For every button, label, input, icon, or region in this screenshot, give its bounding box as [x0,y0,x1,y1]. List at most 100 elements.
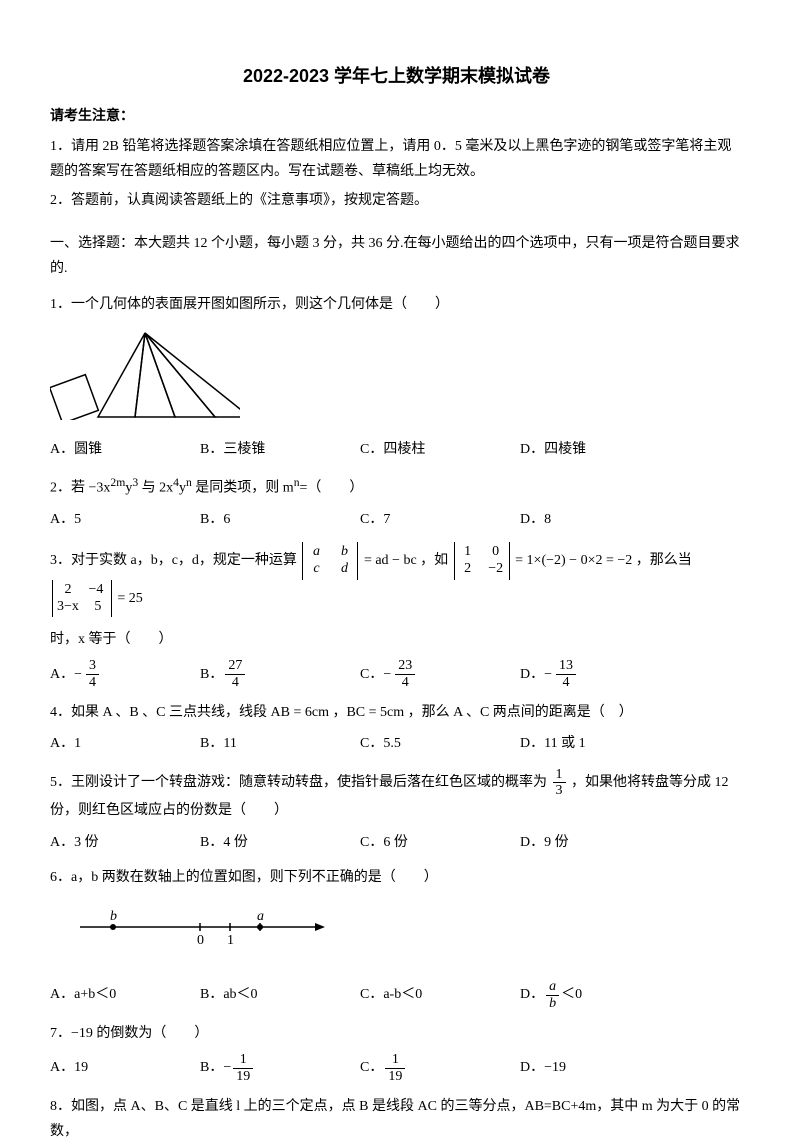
q3-tail: 时，x 等于（ ） [50,627,743,652]
question-3: 3．对于实数 a，b，c，d，规定一种运算 ab cd = ad − bc ，如… [50,542,743,617]
q3-d1-r1c1: a [307,544,325,561]
q2-t2: 与 2x [142,481,174,496]
q5-option-c: C．6 份 [360,830,520,855]
q7-options: A．19 B．−119 C．119 D．−19 [50,1052,743,1084]
q7-b-label: B．− [200,1055,231,1080]
page-title: 2022-2023 学年七上数学期末模拟试卷 [50,60,743,92]
q3-option-a: A．−34 [50,658,200,690]
q2-option-d: D．8 [520,507,670,532]
q2-options: A．5 B．6 C．7 D．8 [50,507,743,532]
q1-option-d: D．四棱锥 [520,437,670,462]
svg-text:1: 1 [227,933,234,948]
q4-option-a: A．1 [50,731,200,756]
q3-t1: 3．对于实数 a，b，c，d，规定一种运算 [50,553,297,568]
svg-text:0: 0 [197,933,204,948]
q2-option-b: B．6 [200,507,360,532]
q3-d3-r2c1: 3−x [57,599,79,616]
q3-eq3: = 25 [117,591,142,606]
q5-option-d: D．9 份 [520,830,670,855]
q7-c-label: C． [360,1055,383,1080]
q6-option-c: C．a-b＜0 [360,982,520,1007]
q6-option-d: D．ab＜0 [520,979,670,1011]
section-1-header: 一、选择题：本大题共 12 个小题，每小题 3 分，共 36 分.在每小题给出的… [50,231,743,281]
q2-t3: 是同类项，则 m [195,481,293,496]
q3-d1-r2c2: d [335,561,353,578]
question-2: 2．若 −3x2my3 与 2x4yn 是同类项，则 mn=（ ） [50,472,743,501]
q2-t4: =（ ） [300,481,364,496]
q2-t1: 2．若 [50,481,85,496]
q3-c-num: 23 [395,658,415,674]
q3-d2-r1c2: 0 [487,544,505,561]
q3-d-num: 13 [556,658,576,674]
q2-e3: y [179,481,186,496]
q3-d3-r1c1: 2 [59,582,77,599]
q3-option-b: B．274 [200,658,360,690]
q3-t2: ，如 [420,553,448,568]
notice-label: 请考生注意： [50,104,743,129]
q7-b-num: 1 [233,1052,253,1068]
svg-text:b: b [110,909,117,924]
q3-d2-r2c2: −2 [487,561,505,578]
q2-s2: 3 [132,476,138,489]
q6-d-den: b [546,996,559,1011]
q7-c-num: 1 [385,1052,405,1068]
question-8: 8．如图，点 A、B、C 是直线 l 上的三个定点，点 B 是线段 AC 的三等… [50,1094,743,1144]
q3-d1-r2c1: c [307,561,325,578]
q3-eq1: = ad − bc [364,553,417,568]
q3-eq2: = 1×(−2) − 0×2 = −2 [515,553,632,568]
notice-2: 2．答题前，认真阅读答题纸上的《注意事项》，按规定答题。 [50,188,743,213]
q3-d1-r1c2: b [335,544,353,561]
q5-option-b: B．4 份 [200,830,360,855]
question-1: 1．一个几何体的表面展开图如图所示，则这个几何体是（ ） [50,292,743,317]
q4-option-d: D．11 或 1 [520,731,670,756]
q6-option-b: B．ab＜0 [200,982,360,1007]
figure-q1 [50,325,743,429]
q3-a-neg: − [74,662,82,687]
q6-d-num: a [546,979,559,995]
q7-option-c: C．119 [360,1052,520,1084]
q3-det2: 10 2 −2 [454,542,510,580]
q7-option-a: A．19 [50,1055,200,1080]
q3-option-d: D．−134 [520,658,670,690]
q1-option-b: B．三棱锥 [200,437,360,462]
q3-d2-r1c1: 1 [459,544,477,561]
q1-options: A．圆锥 B．三棱锥 C．四棱柱 D．四棱锥 [50,437,743,462]
q2-s4: n [186,476,192,489]
q5-t1: 5．王刚设计了一个转盘游戏：随意转动转盘，使指针最后落在红色区域的概率为 [50,775,547,790]
q3-c-label: C． [360,662,383,687]
q3-d-neg: − [544,662,552,687]
q3-options: A．−34 B．274 C．−234 D．−134 [50,658,743,690]
notice-1: 1．请用 2B 铅笔将选择题答案涂填在答题纸相应位置上，请用 0．5 毫米及以上… [50,134,743,184]
q6-d-label: D． [520,982,544,1007]
q7-option-b: B．−119 [200,1052,360,1084]
q3-d2-r2c1: 2 [459,561,477,578]
q4-option-b: B．11 [200,731,360,756]
q2-s1: 2m [110,476,125,489]
q3-b-den: 4 [225,675,245,690]
q5-den: 3 [553,783,566,798]
q3-det3: 2 −4 3−x 5 [52,580,112,618]
question-5: 5．王刚设计了一个转盘游戏：随意转动转盘，使指针最后落在红色区域的概率为 13 … [50,767,743,824]
q3-a-num: 3 [86,658,99,674]
q2-option-a: A．5 [50,507,200,532]
q3-d3-r1c2: −4 [87,582,105,599]
q3-b-label: B． [200,662,223,687]
q6-options: A．a+b＜0 B．ab＜0 C．a-b＜0 D．ab＜0 [50,979,743,1011]
q1-option-a: A．圆锥 [50,437,200,462]
q6-option-a: A．a+b＜0 [50,982,200,1007]
q3-d-label: D． [520,662,544,687]
question-6: 6．a，b 两数在数轴上的位置如图，则下列不正确的是（ ） [50,865,743,890]
svg-text:a: a [257,909,264,924]
q3-option-c: C．−234 [360,658,520,690]
question-7: 7．−19 的倒数为（ ） [50,1021,743,1046]
q6-d-tail: ＜0 [561,982,582,1007]
q3-d3-r2c2: 5 [89,599,107,616]
q3-d-den: 4 [556,675,576,690]
q3-det1: ab cd [302,542,358,580]
q2-option-c: C．7 [360,507,520,532]
q7-option-d: D．−19 [520,1055,670,1080]
question-4: 4．如果 A 、B 、C 三点共线，线段 AB = 6cm ，BC = 5cm … [50,700,743,725]
q1-option-c: C．四棱柱 [360,437,520,462]
q5-options: A．3 份 B．4 份 C．6 份 D．9 份 [50,830,743,855]
q7-b-den: 19 [233,1069,253,1084]
